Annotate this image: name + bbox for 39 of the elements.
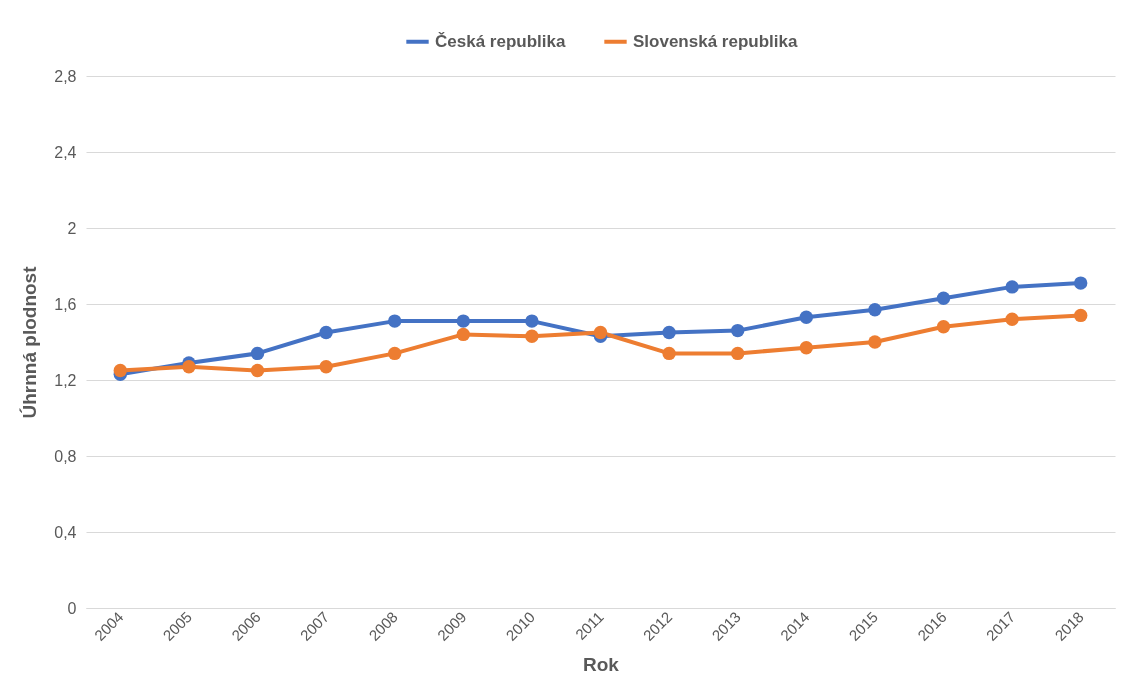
point xyxy=(1005,280,1019,294)
point xyxy=(868,335,882,349)
y-tick-label: 0 xyxy=(67,599,77,617)
point xyxy=(1005,312,1019,326)
y-tick-label: 2 xyxy=(67,219,77,237)
point xyxy=(113,363,128,378)
point xyxy=(730,323,745,338)
point xyxy=(456,327,471,342)
point xyxy=(662,346,676,361)
y-tick-label: 2,8 xyxy=(54,67,77,85)
y-tick-label: 1,2 xyxy=(54,371,77,389)
point xyxy=(799,341,814,355)
point xyxy=(730,346,745,361)
point xyxy=(250,346,265,361)
point xyxy=(936,320,951,334)
point xyxy=(525,314,539,328)
point xyxy=(868,303,882,317)
y-tick-label: 1,6 xyxy=(54,295,77,313)
point xyxy=(1073,308,1088,323)
y-tick-label: 2,4 xyxy=(54,143,77,161)
point xyxy=(250,363,265,378)
point xyxy=(387,346,402,361)
legend-label: Česká republika xyxy=(435,31,566,51)
point xyxy=(593,325,608,340)
point xyxy=(799,310,814,324)
legend-label: Slovenská republika xyxy=(633,31,798,51)
point xyxy=(936,291,951,305)
y-tick-label: 0,8 xyxy=(54,447,77,465)
point xyxy=(525,329,539,343)
y-axis-title: Úhrnná plodnost xyxy=(19,265,41,419)
y-tick-label: 0,4 xyxy=(54,523,77,541)
point xyxy=(387,314,402,328)
point xyxy=(319,325,333,340)
point xyxy=(662,325,676,340)
point xyxy=(182,360,196,374)
point xyxy=(1073,276,1088,290)
x-axis-title: Rok xyxy=(583,653,620,675)
point xyxy=(456,314,471,328)
point xyxy=(319,360,333,374)
